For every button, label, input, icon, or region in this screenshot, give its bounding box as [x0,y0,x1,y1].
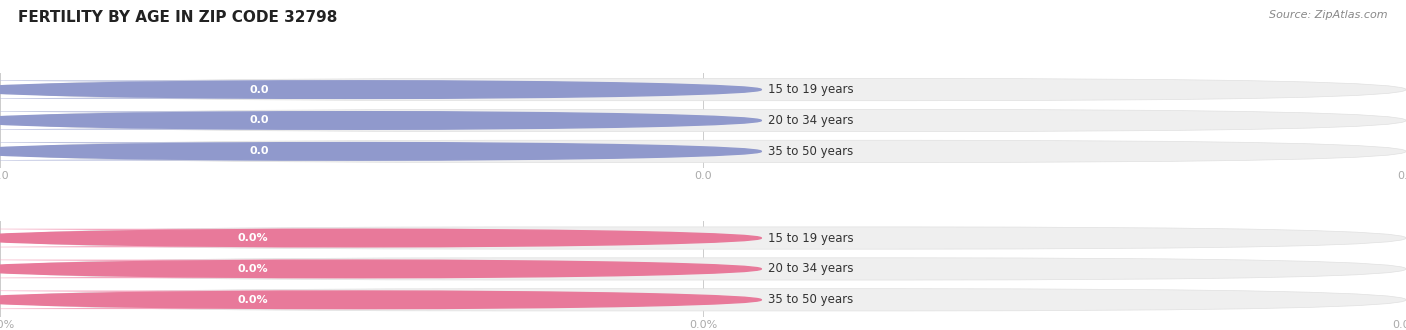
Text: 0.0%: 0.0% [238,264,269,274]
FancyBboxPatch shape [0,80,422,99]
FancyBboxPatch shape [0,140,1406,162]
Text: 0.0%: 0.0% [238,233,269,243]
FancyBboxPatch shape [0,109,1406,132]
Text: 35 to 50 years: 35 to 50 years [768,145,853,158]
Text: 0.0: 0.0 [249,115,269,125]
Text: 15 to 19 years: 15 to 19 years [768,83,853,96]
Text: 0.0%: 0.0% [238,295,269,305]
FancyBboxPatch shape [0,79,1406,101]
FancyBboxPatch shape [0,142,422,161]
FancyBboxPatch shape [0,258,1406,280]
Circle shape [0,291,762,309]
FancyBboxPatch shape [0,289,1406,311]
FancyBboxPatch shape [0,229,422,247]
Circle shape [0,81,762,98]
Text: FERTILITY BY AGE IN ZIP CODE 32798: FERTILITY BY AGE IN ZIP CODE 32798 [18,10,337,25]
Circle shape [0,260,762,278]
Text: 0.0: 0.0 [249,84,269,95]
Circle shape [0,112,762,129]
Text: Source: ZipAtlas.com: Source: ZipAtlas.com [1270,10,1388,20]
Circle shape [0,143,762,160]
Circle shape [0,229,762,247]
Text: 15 to 19 years: 15 to 19 years [768,232,853,245]
Text: 35 to 50 years: 35 to 50 years [768,293,853,306]
Text: 20 to 34 years: 20 to 34 years [768,262,853,276]
FancyBboxPatch shape [0,111,422,130]
Text: 0.0: 0.0 [249,147,269,156]
FancyBboxPatch shape [0,260,422,278]
FancyBboxPatch shape [0,227,1406,249]
Text: 20 to 34 years: 20 to 34 years [768,114,853,127]
FancyBboxPatch shape [0,290,422,309]
